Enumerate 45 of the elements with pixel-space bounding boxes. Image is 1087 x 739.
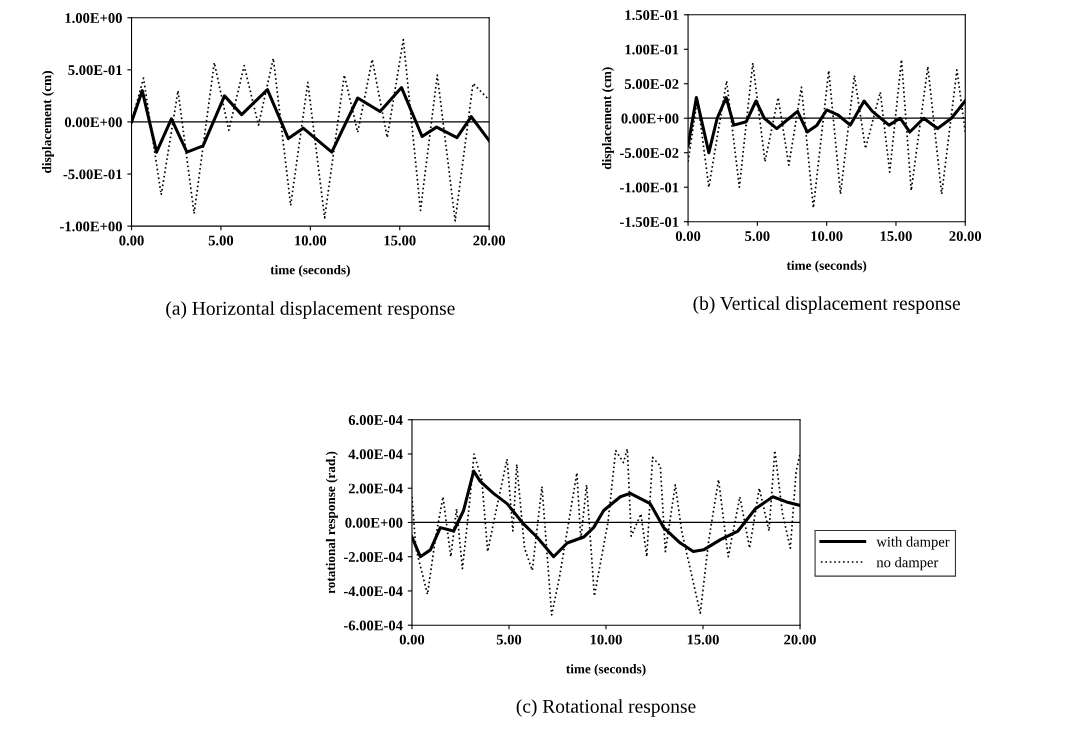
x-axis-title: time (seconds) <box>270 265 350 278</box>
y-tick-label: 1.00E+00 <box>65 13 122 23</box>
y-axis-title: displacement (cm) <box>601 67 614 170</box>
text: (b) Vertical displacement response <box>693 296 960 314</box>
x-tick-label: 15.00 <box>384 235 416 246</box>
y-tick-label: 0.00E+00 <box>621 113 679 124</box>
x-tick-label: 5.00 <box>208 235 234 246</box>
y-tick-label: 1.50E-01 <box>625 10 679 21</box>
x-axis-title: time (seconds) <box>566 664 646 677</box>
y-tick-label: 0.00E+00 <box>345 517 403 528</box>
y-tick-label: 5.00E-01 <box>68 65 122 76</box>
y-tick-label: 0.00E+00 <box>64 117 122 128</box>
y-tick-label: 2.00E-04 <box>348 483 403 494</box>
x-tick-label: 20.00 <box>473 235 505 246</box>
x-tick-label: 15.00 <box>687 634 719 645</box>
y-axis-title: displacement (cm) <box>41 71 54 173</box>
x-axis-title: time (seconds) <box>786 260 867 273</box>
x-tick-label: 10.00 <box>811 231 843 242</box>
y-tick-label: -5.00E-02 <box>620 148 679 158</box>
y-tick-label: -4.00E-04 <box>343 586 403 597</box>
x-tick-label: 0.00 <box>119 235 144 246</box>
x-tick-label: 5.00 <box>745 231 770 242</box>
y-tick-label: -1.00E+00 <box>60 221 122 232</box>
y-axis-title: rotational response (rad.) <box>325 451 338 594</box>
y-tick-label: -2.00E-04 <box>343 552 403 562</box>
x-tick-label: 10.00 <box>295 235 327 246</box>
y-tick-label: -5.00E-01 <box>63 169 122 180</box>
legend-label: with damper <box>876 536 950 550</box>
x-tick-label: 20.00 <box>784 634 816 645</box>
text: (c) Rotational response <box>516 699 696 717</box>
x-tick-label: 0.00 <box>399 634 425 645</box>
y-tick-label: 4.00E-04 <box>348 449 403 460</box>
y-tick-label: 1.00E-01 <box>625 44 679 55</box>
x-tick-label: 5.00 <box>496 634 522 645</box>
x-tick-label: 10.00 <box>590 634 622 645</box>
y-tick-label: -1.00E-01 <box>620 182 679 193</box>
legend-label: no damper <box>876 557 939 571</box>
y-tick-label: 5.00E-02 <box>624 79 679 90</box>
x-tick-label: 15.00 <box>880 231 912 242</box>
x-tick-label: 0.00 <box>675 231 701 242</box>
x-tick-label: 20.00 <box>949 231 982 242</box>
y-tick-label: -6.00E-04 <box>343 620 403 631</box>
y-tick-label: -1.50E-01 <box>620 217 679 227</box>
text: (a) Horizontal displacement response <box>166 301 455 319</box>
y-tick-label: 6.00E-04 <box>348 415 403 426</box>
